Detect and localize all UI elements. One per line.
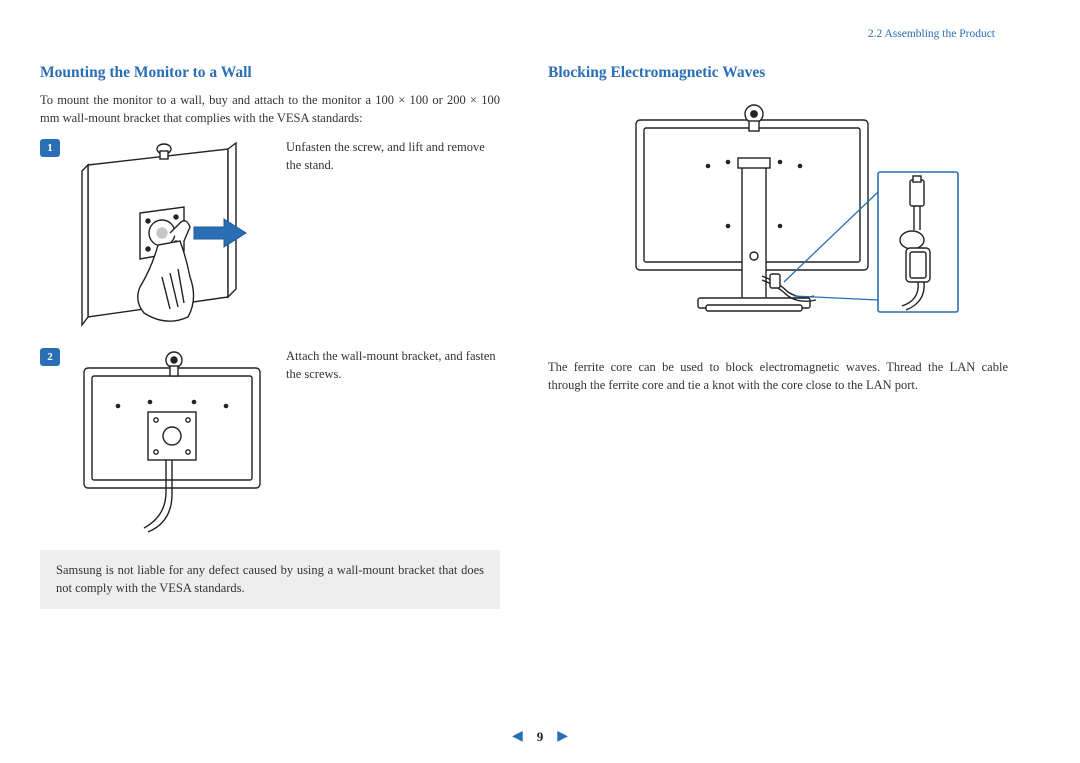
right-text: The ferrite core can be used to block el…: [548, 359, 1008, 394]
step-2-text: Attach the wall-mount bracket, and faste…: [280, 346, 500, 536]
pager-prev-icon[interactable]: ◀: [512, 728, 523, 745]
pager-number: 9: [537, 729, 544, 745]
step-2: 2: [40, 346, 500, 536]
step-1-text: Unfasten the screw, and lift and remove …: [280, 137, 500, 332]
right-title: Blocking Electromagnetic Waves: [548, 64, 1008, 82]
vesa-note: Samsung is not liable for any defect cau…: [40, 550, 500, 609]
step-1-figure: [70, 137, 270, 332]
step-2-figure: [70, 346, 270, 536]
right-figure: [548, 100, 1008, 345]
section-header: 2.2 Assembling the Product: [868, 28, 995, 40]
step-1-number: 1: [40, 139, 60, 157]
left-intro: To mount the monitor to a wall, buy and …: [40, 92, 500, 127]
right-column: Blocking Electromagnetic Waves: [548, 30, 1008, 670]
page-content: Mounting the Monitor to a Wall To mount …: [0, 0, 1080, 690]
pager: ◀ 9 ▶: [0, 728, 1080, 745]
left-column: Mounting the Monitor to a Wall To mount …: [40, 30, 500, 670]
left-title: Mounting the Monitor to a Wall: [40, 64, 500, 82]
step-2-number: 2: [40, 348, 60, 366]
step-1: 1: [40, 137, 500, 332]
pager-next-icon[interactable]: ▶: [557, 728, 568, 745]
